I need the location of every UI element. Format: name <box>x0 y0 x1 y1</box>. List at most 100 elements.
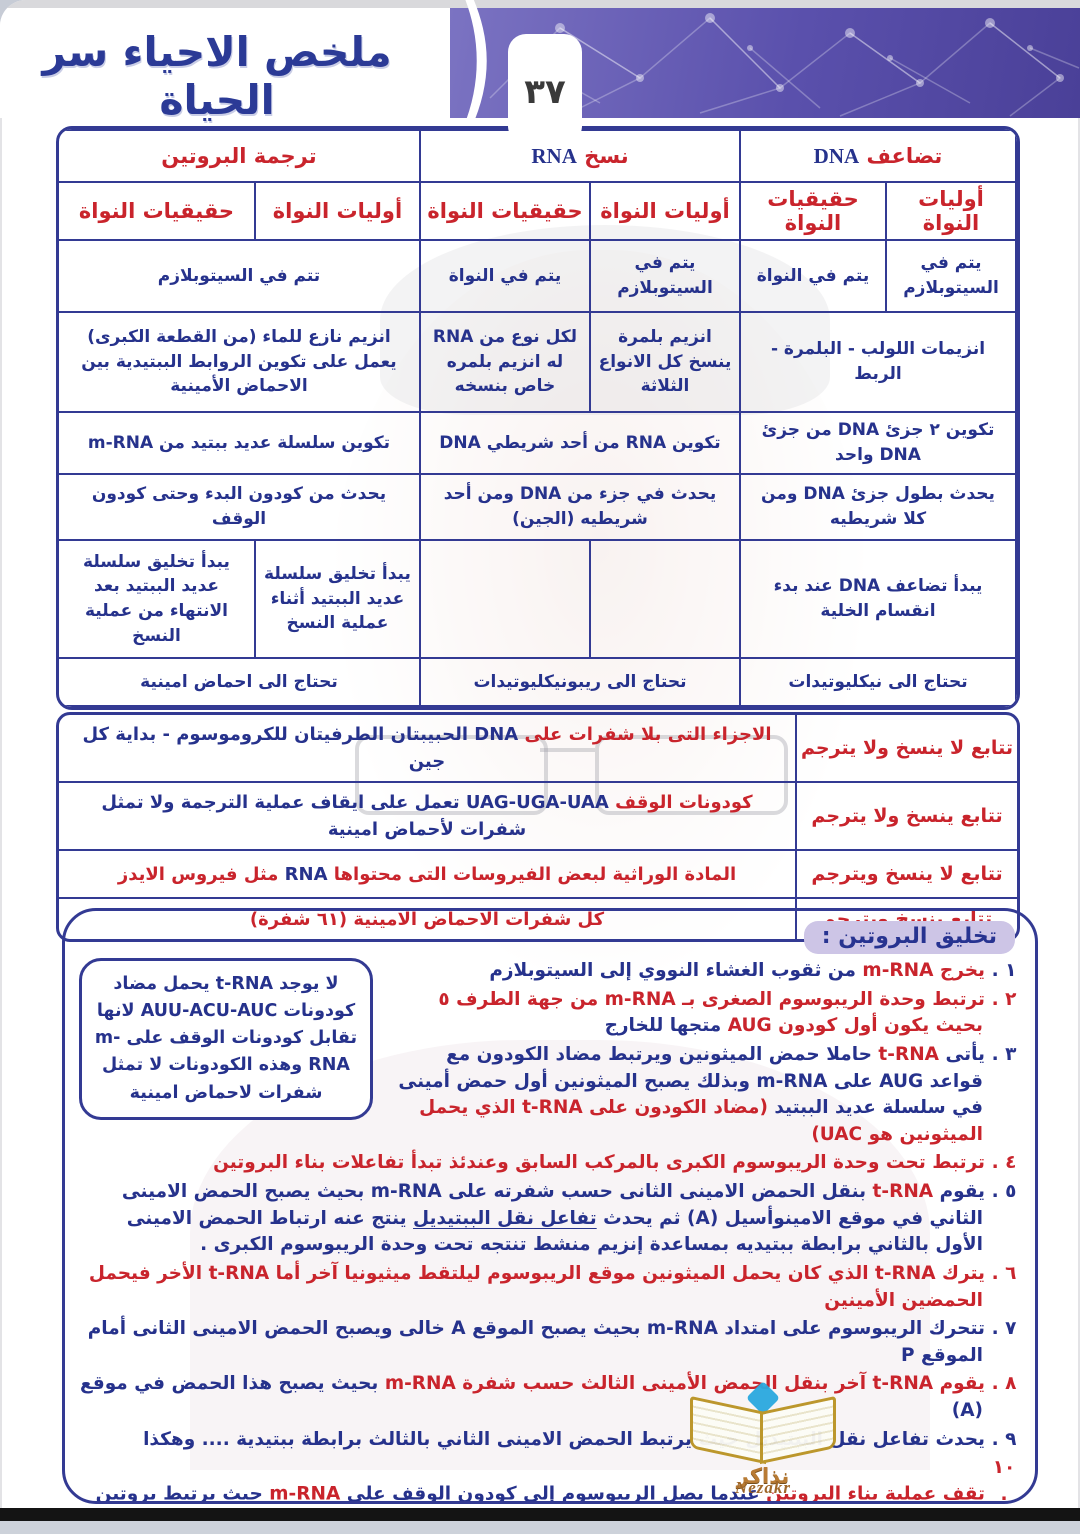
text-segment: ترتبط تحت وحدة الريبوسوم الكبرى بالمركب … <box>213 1152 985 1174</box>
page-number-badge: ٣٧ <box>508 34 582 144</box>
subheader-eukaryotes: حقيقيات النواة <box>59 181 256 241</box>
subheader-eukaryotes: حقيقيات النواة <box>738 181 888 241</box>
text-segment: كودونات الوقف <box>608 792 753 813</box>
text-segment: مثل فيروس الايدز <box>117 863 285 885</box>
text-segment: المادة الوراثية لبعض الفيروسات التى محتو… <box>327 863 737 885</box>
text-segment: يأتى <box>939 1043 985 1065</box>
text-segment: يحدث تفاعل نقل الببتيديل حيث يرتبط الحمض… <box>143 1428 985 1450</box>
empty-cell <box>588 539 741 659</box>
open-book-icon <box>688 1381 838 1465</box>
bottom-black-bar <box>0 1508 1080 1521</box>
table-cell: تتم في السيتوبلازم <box>59 239 421 313</box>
top-edge-strip <box>0 0 1080 8</box>
step-number: ٤ . <box>991 1152 1017 1174</box>
trna-note-box: لا يوجد t-RNA يحمل مضاد كودونات AUU-ACU-… <box>79 958 373 1120</box>
header-rna-transcription: نسخ RNA <box>418 129 741 183</box>
sequence-description: الاجزاء التى بلا شفرات على DNA الحبيبتان… <box>59 715 795 781</box>
text-segment: t-RNA <box>872 1181 934 1202</box>
protein-step: ٩ . يحدث تفاعل نقل الببتيديل حيث يرتبط ال… <box>77 1427 1021 1454</box>
sequence-description: كودونات الوقف UAG-UGA-UAA تعمل على ايقاف… <box>59 783 795 849</box>
table-cell: تحتاج الى نيكليوتيدات <box>738 657 1017 707</box>
sequence-type-label: تتابع ينسخ ولا يترجم <box>795 783 1017 849</box>
protein-steps-list: لا يوجد t-RNA يحمل مضاد كودونات AUU-ACU-… <box>77 958 1021 1504</box>
text-segment: يترك t-RNA الذي كان يحمل الميثونين موقع … <box>88 1262 985 1311</box>
step-number: ١ . <box>991 960 1017 981</box>
text-segment: يقوم <box>933 1181 985 1202</box>
protein-step: ٧ . تتحرك الريبوسوم على امتداد m-RNA بحيث… <box>77 1316 1021 1369</box>
header-banner: ( ٣٧ <box>450 0 1080 144</box>
step-number: ٣ . <box>991 1043 1017 1065</box>
table-cell: انزيم نازع للماء (من القطعة الكبرى) يعمل… <box>59 311 421 413</box>
subheader-prokaryotes: أوليات النواة <box>885 181 1017 241</box>
step-number: ٧ . <box>991 1318 1017 1340</box>
table-cell: يحدث من كودون البدء وحتى كودون الوقف <box>59 473 421 541</box>
protein-synthesis-section: تخليق البروتين : لا يوجد t-RNA يحمل مضاد… <box>62 908 1038 1504</box>
sequence-type-label: تتابع لا ينسخ ويترجم <box>795 851 1017 897</box>
table-cell: يبدأ تخليق سلسلة عديد الببتيد أثناء عملي… <box>253 539 421 659</box>
protein-step: ٨ .يقوم t-RNA آخر بنقل الحمض الأمينى الث… <box>77 1371 1021 1424</box>
subheader-eukaryotes: حقيقيات النواة <box>418 181 591 241</box>
text-segment: من ثقوب الغشاء النووي إلى السيتوبلازم <box>489 960 856 981</box>
text-segment: يخرج m-RNA <box>855 960 985 981</box>
table-cell: انزيم بلمرة ينسخ كل الانواع الثلاثة <box>588 311 741 413</box>
text-segment: تقف عملية بناء البروتين <box>759 1483 985 1504</box>
publisher-logo: نذاكر Nezakr <box>678 1381 848 1510</box>
header-dna-en: DNA <box>813 143 860 168</box>
text-segment: UAG-UGA-UAA <box>465 792 609 813</box>
text-segment: الحبيبتان الطرفيتان للكروموسوم - بداية ك… <box>82 724 475 772</box>
logo-text: نذاكر Nezakr <box>678 1464 848 1504</box>
table-cell: تحتاج الى ريبونيكليوتيدات <box>418 657 741 707</box>
page-header: ( ٣٧ ملخص الاحياء سر الحياة <box>0 0 1080 144</box>
table-cell: يحدث بطول جزئ DNA ومن كلا شريطيه <box>738 473 1017 541</box>
text-segment: DNA <box>474 724 519 745</box>
sequence-description: كل شفرات الاحماض الامينية (٦١ شفرة) <box>59 899 795 939</box>
header-dna-ar: تضاعف <box>866 143 943 168</box>
subheader-prokaryotes: أوليات النواة <box>253 181 421 241</box>
text-segment: كل شفرات الاحماض الامينية (٦١ شفرة) <box>249 908 605 930</box>
row-start-timing: يبدأ تضاعف DNA عند بدء انقسام الخلية يبد… <box>59 539 1017 659</box>
logo-latin: Nezakr <box>734 1478 792 1497</box>
text-segment: t-RNA <box>878 1043 939 1065</box>
table-cell: لكل نوع من RNA له انزيم بلمره خاص بنسخه <box>418 311 591 413</box>
header-dna-replication: تضاعف DNA <box>738 129 1017 183</box>
text-segment: الاجزاء التى بلا شفرات على <box>518 724 772 745</box>
step-number: ٨ . <box>991 1373 1017 1395</box>
protein-step: ٦ . يترك t-RNA الذي كان يحمل الميثونين مو… <box>77 1261 1021 1314</box>
text-segment: ينتج عنه ارتباط الحمض الامينى الأول بالث… <box>126 1207 983 1256</box>
table-cell: يحدث في جزء من DNA ومن أحد شريطيه (الجين… <box>418 473 741 541</box>
table-cell: تكوين ٢ جزئ DNA من جزئ DNA واحد <box>738 411 1017 475</box>
logo-arabic: نذاكر <box>736 1464 790 1488</box>
table-cell: يتم في السيتوبلازم <box>588 239 741 313</box>
row-location: يتم في السيتوبلازم يتم في النواة يتم في … <box>59 239 1017 313</box>
section-title: تخليق البروتين : <box>803 921 1015 954</box>
text-segment: حاملا حمض الميثونين ويرتبط مضاد الكودون … <box>398 1043 983 1119</box>
step-number: ٢ . <box>991 988 1017 1010</box>
table-cell: انزيمات اللولب - البلمرة - الربط <box>738 311 1017 413</box>
row-enzymes: انزيمات اللولب - البلمرة - الربط انزيم ب… <box>59 311 1017 413</box>
header-rna-ar: نسخ <box>584 143 629 168</box>
table-cell: يتم في النواة <box>418 239 591 313</box>
protein-step: ١٠ . تقف عملية بناء البروتين عندما يصل ال… <box>77 1455 1021 1504</box>
sequence-row: تتابع لا ينسخ ويترجم المادة الوراثية لبعض… <box>59 851 1017 899</box>
sequence-type-label: تتابع لا ينسخ ولا يترجم <box>795 715 1017 781</box>
protein-step: ٢ . ترتبط وحدة الريبوسوم الصغرى بـ m-RNA … <box>77 987 1021 1040</box>
table-cell: يتم في النواة <box>738 239 888 313</box>
sequence-description: المادة الوراثية لبعض الفيروسات التى محتو… <box>59 851 795 897</box>
text-segment: بحيث يصبح هذا الحمض في موقع (A) <box>79 1373 983 1421</box>
text-segment: بنقل الحمض الامينى الثانى حسب شفرته على … <box>121 1181 983 1229</box>
step-number: ١٠ . <box>992 1457 1016 1504</box>
text-segment: تفاعل نقل الببتيديل <box>413 1207 597 1229</box>
parenthesis-decoration: ( <box>454 0 496 144</box>
row-region: يحدث بطول جزئ DNA ومن كلا شريطيه يحدث في… <box>59 473 1017 541</box>
protein-step: ٣ . يأتى t-RNA حاملا حمض الميثونين ويرتبط… <box>77 1042 1021 1149</box>
comparison-table: تضاعف DNA نسخ RNA ترجمة البروتين أوليات … <box>56 126 1020 710</box>
text-segment: RNA <box>284 863 328 885</box>
text-segment: عندما يصل الريبوسوم إلى كودون الوقف على <box>340 1483 760 1504</box>
header-protein-translation: ترجمة البروتين <box>59 129 421 183</box>
text-segment: تتحرك الريبوسوم على امتداد m-RNA بحيث يص… <box>87 1318 985 1366</box>
table-main-header-row: تضاعف DNA نسخ RNA ترجمة البروتين <box>59 129 1017 183</box>
table-cell: تكوين سلسلة عديد ببتيد من m-RNA <box>59 411 421 475</box>
text-segment: m-RNA <box>262 1483 341 1504</box>
empty-cell <box>418 539 591 659</box>
